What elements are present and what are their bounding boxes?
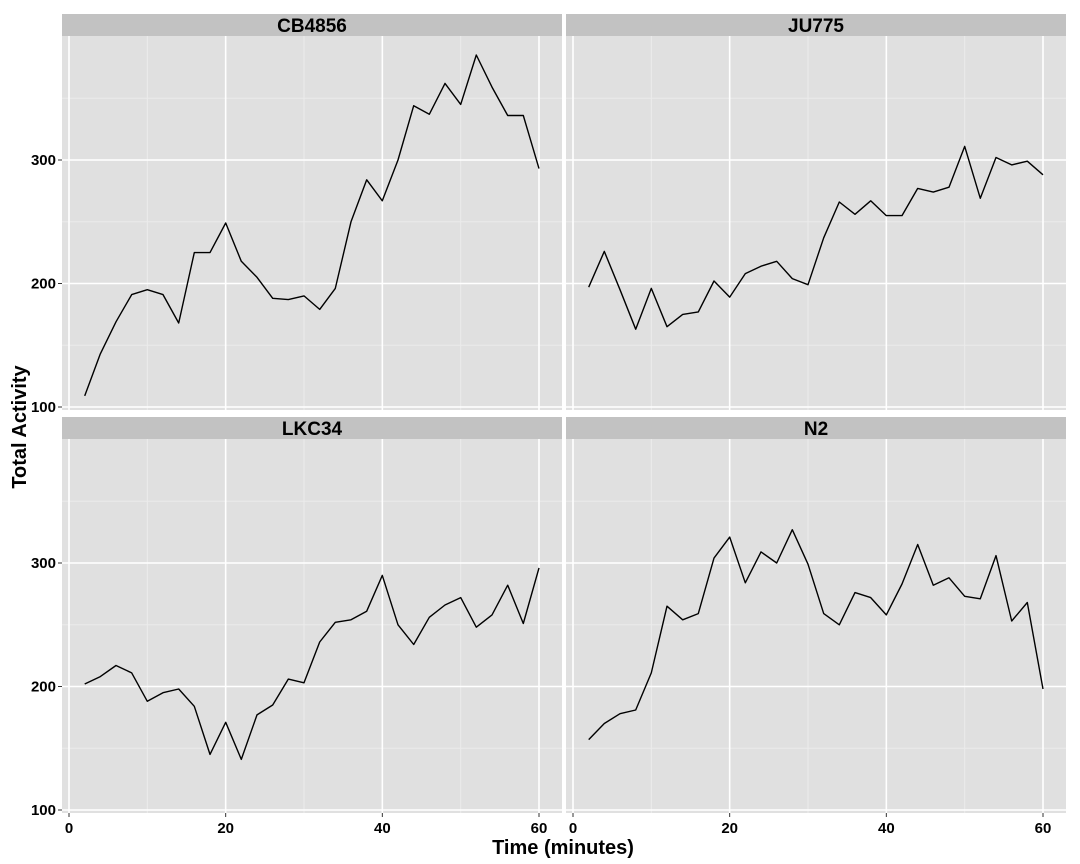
strip-label-n2: N2	[804, 419, 828, 440]
series-line-lkc34	[84, 567, 540, 761]
y-tick-label: 200	[31, 679, 56, 696]
x-axis-title: Time (minutes)	[492, 837, 634, 859]
y-tick-label: 100	[31, 802, 56, 819]
panel-ju775: JU775	[566, 14, 1066, 410]
panel-background-cb4856	[62, 36, 562, 410]
series-line-n2	[588, 529, 1044, 741]
x-tick-label: 20	[721, 820, 738, 837]
x-tick-label: 40	[374, 820, 391, 837]
series-line-cb4856	[84, 54, 540, 397]
panel-cb4856: CB4856 100 200 300	[31, 14, 562, 416]
panel-background-ju775	[566, 36, 1066, 410]
series-line-ju775	[588, 145, 1044, 330]
y-tick-label: 300	[31, 555, 56, 572]
strip-ju775	[566, 14, 1066, 36]
x-tick-label: 60	[1035, 820, 1052, 837]
strip-n2	[566, 417, 1066, 439]
strip-cb4856	[62, 14, 562, 36]
strip-label-lkc34: LKC34	[282, 419, 343, 440]
x-tick-label: 0	[65, 820, 73, 837]
panel-n2: N2 0 20 40 60	[566, 417, 1066, 837]
x-tick-label: 20	[217, 820, 234, 837]
x-tick-label: 0	[569, 820, 577, 837]
x-tick-label: 40	[878, 820, 895, 837]
x-tick-label: 60	[531, 820, 548, 837]
strip-label-cb4856: CB4856	[277, 16, 347, 37]
panel-lkc34: LKC34 100 200 300 0 20 40 60	[31, 417, 562, 837]
strip-lkc34	[62, 417, 562, 439]
y-tick-label: 100	[31, 399, 56, 416]
strip-label-ju775: JU775	[788, 16, 844, 37]
y-tick-label: 300	[31, 152, 56, 169]
y-axis-title: Total Activity	[9, 364, 31, 488]
panel-background-n2	[566, 439, 1066, 813]
panel-background-lkc34	[62, 439, 562, 813]
y-tick-label: 200	[31, 276, 56, 293]
